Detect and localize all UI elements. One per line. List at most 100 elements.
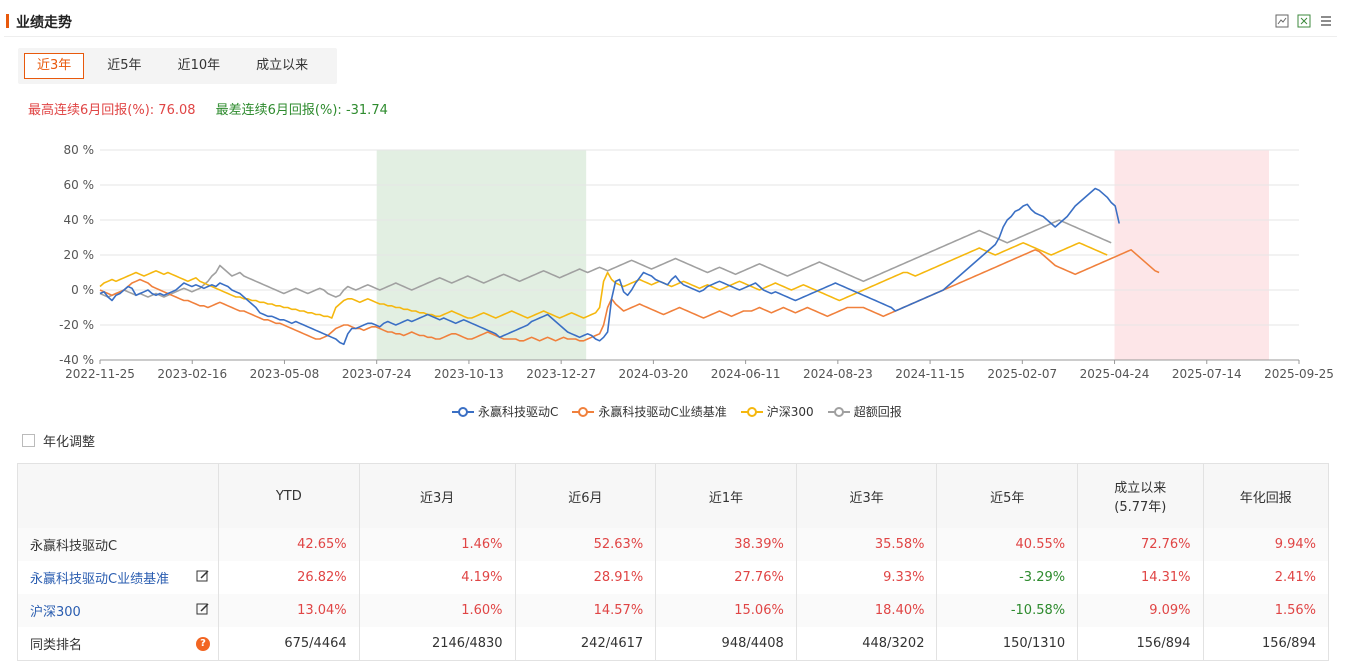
table-cell: 9.33% [795,561,937,594]
export-excel-icon[interactable] [1297,14,1311,28]
six-month-stats: 最高连续6月回报(%): 76.08 最差连续6月回报(%): -31.74 [28,99,388,118]
legend-label: 沪深300 [766,405,814,419]
row-name-cell[interactable]: 沪深300 [17,594,219,627]
table-row: 永赢科技驱动C 42.65% 1.46% 52.63% 38.39% 35.58% 40.5… [17,528,1329,561]
table-cell: 4.19% [358,561,516,594]
annualize-label: 年化调整 [43,435,96,450]
table-cell: 242/4617 [514,627,656,661]
table-cell: 13.04% [218,594,360,627]
title-accent-bar [6,14,9,28]
table-cell: 26.82% [218,561,360,594]
tab-10y[interactable]: 近10年 [177,58,221,73]
table-cell: 9.94% [1202,528,1329,561]
tab-3y[interactable]: 近3年 [24,53,85,79]
x-tick-label: 2022-11-25 [65,367,135,381]
legend-item[interactable]: 超额回报 [827,403,902,420]
table-cell: 1.60% [358,594,516,627]
table-cell: 14.31% [1077,561,1204,594]
table-cell: -3.29% [936,561,1078,594]
y-tick-label: 0 % [71,283,94,297]
compare-icon[interactable] [1275,14,1289,28]
panel-header: 业绩走势 [4,6,1337,37]
header-ytd: YTD [218,463,360,528]
legend-item[interactable]: 永赢科技驱动C [452,403,558,420]
header-6m: 近6月 [514,463,656,528]
x-tick-label: 2023-02-16 [157,367,227,381]
row-name: 同类排名 [30,638,83,653]
header-5y: 近5年 [936,463,1078,528]
legend-label: 超额回报 [853,405,902,419]
annualize-toggle[interactable]: 年化调整 [22,431,95,450]
edit-icon[interactable] [196,569,210,587]
header-1y: 近1年 [655,463,797,528]
table-cell: 72.76% [1077,528,1204,561]
table-cell: 1.56% [1202,594,1329,627]
x-tick-label: 2024-11-15 [895,367,965,381]
edit-icon[interactable] [196,602,210,620]
table-cell: 2.41% [1202,561,1329,594]
table-row: 永赢科技驱动C业绩基准 26.82% 4.19% 28.91% 27.76% 9.33% -… [17,561,1329,594]
table-row: 沪深300 13.04% 1.60% 14.57% 15.06% 18.40% -10.58… [17,594,1329,627]
table-cell: 42.65% [218,528,360,561]
table-cell: 27.76% [655,561,797,594]
header-3y: 近3年 [795,463,937,528]
x-tick-label: 2023-10-13 [434,367,504,381]
table-cell: 150/1310 [936,627,1078,661]
chart-legend: 永赢科技驱动C 永赢科技驱动C业绩基准 沪深300 超额回报 [452,403,902,420]
row-name-cell: 永赢科技驱动C [17,528,219,561]
table-row: 同类排名? 675/4464 2146/4830 242/4617 948/4408 44… [17,627,1329,661]
x-tick-label: 2023-05-08 [250,367,320,381]
legend-label: 永赢科技驱动C [478,405,559,419]
table-cell: -10.58% [936,594,1078,627]
y-tick-label: 20 % [64,248,95,262]
x-tick-label: 2024-08-23 [803,367,873,381]
table-cell: 35.58% [795,528,937,561]
legend-marker-icon [827,406,850,417]
tab-since-inception[interactable]: 成立以来 [256,58,309,73]
table-cell: 14.57% [514,594,656,627]
table-cell: 156/894 [1202,627,1329,661]
table-cell: 156/894 [1077,627,1204,661]
y-tick-label: 60 % [64,178,95,192]
row-name[interactable]: 永赢科技驱动C业绩基准 [30,572,170,587]
header-3m: 近3月 [358,463,516,528]
table-cell: 675/4464 [218,627,360,661]
menu-icon[interactable] [1319,14,1333,28]
period-tabs: 近3年 近5年 近10年 成立以来 [18,48,338,84]
header-annualized: 年化回报 [1202,463,1329,528]
worst-6m-return: 最差连续6月回报(%): -31.74 [215,103,388,118]
annualize-checkbox[interactable] [22,434,35,447]
x-tick-label: 2023-12-27 [526,367,596,381]
returns-table: YTD 近3月 近6月 近1年 近3年 近5年 成立以来 (5.77年) 年化回报… [17,463,1329,661]
tab-5y[interactable]: 近5年 [107,58,142,73]
table-cell: 448/3202 [795,627,937,661]
series-line [99,242,1108,319]
table-cell: 948/4408 [655,627,797,661]
legend-item[interactable]: 永赢科技驱动C业绩基准 [572,403,727,420]
performance-panel: 业绩走势 近3年 近5年 近10年 成立以来 最高连续6月回报(%): 76.0… [4,6,1337,666]
legend-marker-icon [740,406,763,417]
table-cell: 9.09% [1077,594,1204,627]
x-tick-label: 2025-09-25 [1264,367,1334,381]
row-name[interactable]: 沪深300 [30,605,81,620]
performance-line-chart: 80 % 60 % 40 % 20 % 0 % -20 % -40 %2022-11-25 2… [59,143,1334,381]
y-tick-label: -40 % [59,353,94,367]
table-cell: 2146/4830 [358,627,516,661]
x-tick-label: 2025-04-24 [1080,367,1150,381]
table-cell: 1.46% [358,528,516,561]
table-cell: 38.39% [655,528,797,561]
table-cell: 15.06% [655,594,797,627]
legend-marker-icon [572,406,595,417]
series-line [99,187,1120,346]
help-icon[interactable]: ? [196,636,210,651]
best-6m-return: 最高连续6月回报(%): 76.08 [28,103,196,118]
legend-item[interactable]: 沪深300 [740,403,814,420]
x-tick-label: 2024-03-20 [619,367,689,381]
table-cell: 52.63% [514,528,656,561]
y-tick-label: 40 % [64,213,95,227]
table-cell: 28.91% [514,561,656,594]
series-line [99,219,1112,298]
x-tick-label: 2023-07-24 [342,367,412,381]
row-name-cell: 同类排名? [17,627,219,661]
row-name-cell[interactable]: 永赢科技驱动C业绩基准 [17,561,219,594]
